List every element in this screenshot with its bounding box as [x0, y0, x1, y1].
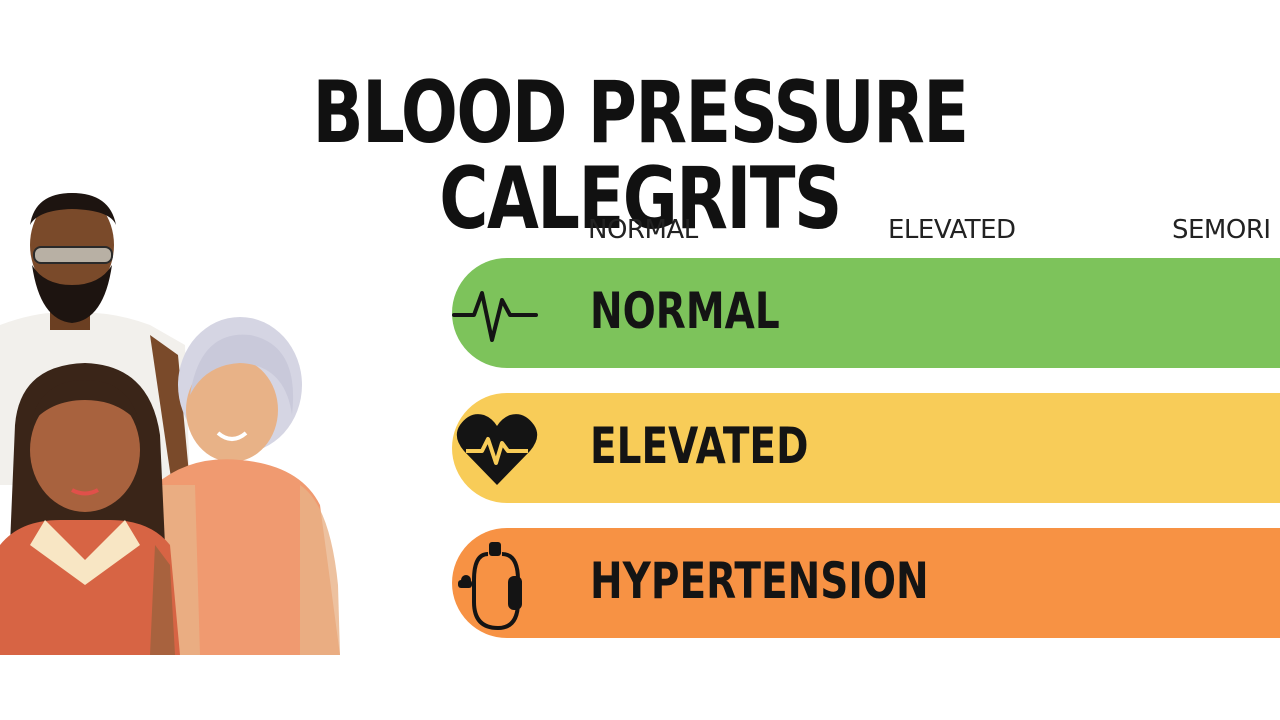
- heartbeat-line-icon: [452, 258, 542, 368]
- people-illustration: [0, 185, 345, 655]
- category-bar-elevated: ELEVATED: [452, 393, 1280, 503]
- blood-pressure-cuff-icon: [452, 528, 542, 638]
- heart-pulse-icon: [452, 393, 542, 503]
- category-label-hypertension: HYPERTENSION: [590, 552, 929, 610]
- page-title: BLOOD PRESSURE CALEGRITS: [312, 63, 969, 249]
- column-label-normal: NORMAL: [588, 215, 698, 245]
- category-bar-normal: NORMAL: [452, 258, 1280, 368]
- column-label-third: SEMORI: [1172, 215, 1271, 245]
- category-label-elevated: ELEVATED: [590, 417, 809, 475]
- column-label-elevated: ELEVATED: [888, 215, 1016, 245]
- category-bar-hypertension: HYPERTENSION: [452, 528, 1280, 638]
- category-label-normal: NORMAL: [590, 282, 780, 340]
- people-illustration-graphic: [0, 193, 340, 655]
- young-woman-figure: [0, 363, 180, 655]
- elderly-woman-figure: [150, 317, 340, 655]
